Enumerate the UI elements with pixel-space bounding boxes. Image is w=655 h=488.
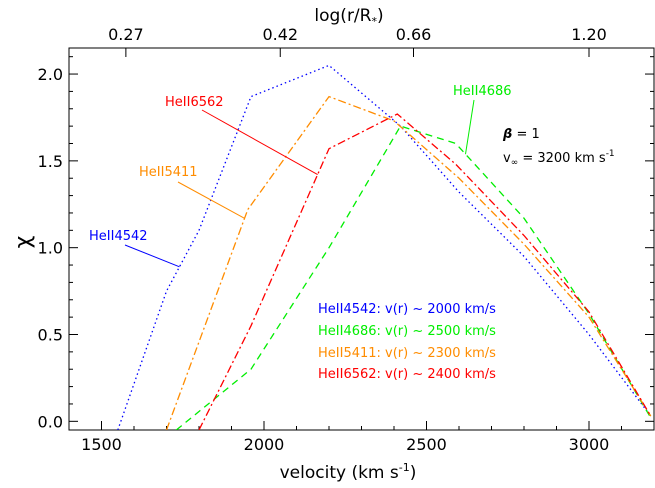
beta-symbol: β: [502, 127, 512, 142]
legend-entry-heii4542: HeII4542: v(r) ~ 2000 km/s: [318, 302, 496, 317]
series-label-heii5411: HeII5411: [139, 165, 198, 180]
vinf-superscript: -1: [606, 149, 615, 159]
y-tick-label: 1.0: [38, 239, 63, 258]
top-axis-label-sub: *: [371, 15, 377, 28]
top-tick-label: 0.27: [108, 25, 144, 44]
series-line-heii5411: [165, 95, 652, 430]
top-axis-label: log(r/R*): [314, 6, 383, 28]
pointer-heii4686: [465, 99, 475, 155]
beta-annotation: β = 1: [502, 127, 540, 142]
top-axis-label-main: log(r/R: [314, 6, 371, 26]
vinf-subscript: ∞: [511, 158, 519, 168]
top-axis-label-tail: ): [377, 6, 384, 26]
legend-entry-heii5411: HeII5411: v(r) ~ 2300 km/s: [318, 346, 496, 361]
x-tick-label: 1500: [81, 435, 122, 454]
pointer-heii6562: [201, 109, 318, 175]
y-tick-label: 2.0: [38, 65, 63, 84]
y-tick-label: 1.5: [38, 152, 63, 171]
series-label-heii6562: HeII6562: [165, 95, 224, 110]
label-pointers: [124, 99, 475, 268]
series-label-heii4686: HeII4686: [453, 84, 512, 99]
series-line-heii4686: [175, 125, 652, 430]
vinf-annotation: v∞ = 3200 km s-1: [503, 149, 615, 168]
legend-entry-heii6562: HeII6562: v(r) ~ 2400 km/s: [318, 367, 496, 382]
x-axis-label-sup: -1: [399, 461, 410, 474]
series-label-heii4542: HeII4542: [89, 229, 148, 244]
y-tick-label: 0.0: [38, 412, 63, 431]
x-tick-label: 3000: [569, 435, 610, 454]
top-tick-label: 0.42: [262, 25, 298, 44]
x-tick-label: 2500: [406, 435, 447, 454]
series-line-heii6562: [198, 113, 652, 430]
beta-value: = 1: [512, 127, 539, 142]
x-axis-label-tail: ): [410, 463, 417, 483]
y-axis-label: χ: [11, 235, 36, 248]
vinf-value: = 3200 km s: [518, 151, 606, 166]
pointer-heii4542: [124, 244, 180, 268]
legend-entry-heii4686: HeII4686: v(r) ~ 2500 km/s: [318, 324, 496, 339]
pointer-heii5411: [177, 181, 245, 219]
vinf-symbol: v: [503, 151, 511, 166]
x-axis-label: velocity (km s-1): [280, 461, 417, 483]
x-tick-label: 2000: [244, 435, 285, 454]
top-tick-label: 1.20: [571, 25, 607, 44]
y-tick-label: 0.5: [38, 326, 63, 345]
axis-ticks: 1500 2000 2500 3000 0.0 0.5 1.0 1.5 2.0 0.27 0.42 0…: [38, 25, 655, 454]
top-tick-label: 0.66: [396, 25, 432, 44]
x-axis-label-main: velocity (km s: [280, 463, 399, 483]
series-lines: [117, 64, 652, 430]
